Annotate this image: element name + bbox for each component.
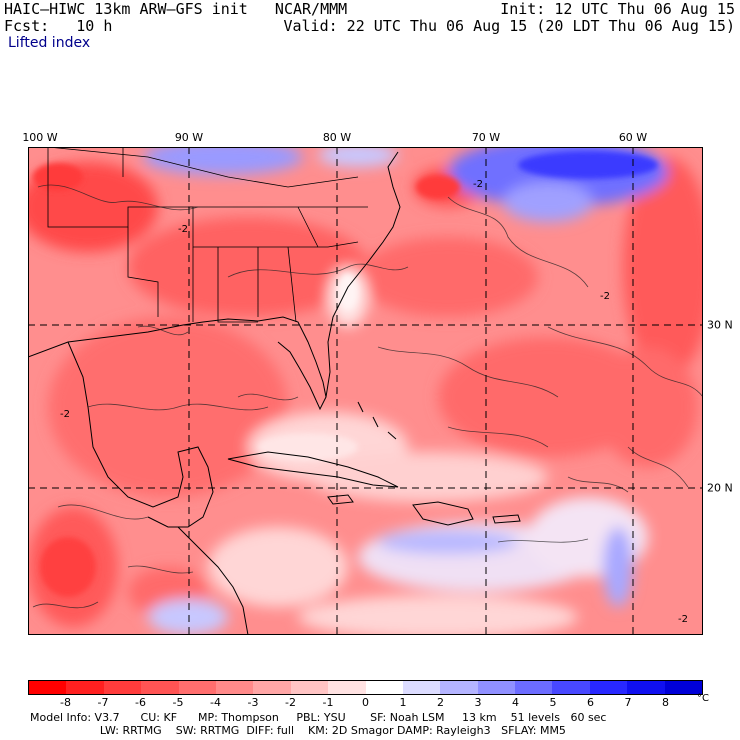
- contour-label: -2: [60, 409, 70, 420]
- colorbar-tick-label: 6: [587, 696, 594, 709]
- colorbar-unit: °C: [697, 693, 709, 704]
- colorbar-tick-label: 3: [474, 696, 482, 709]
- colorbar-tick-label: 8: [662, 696, 669, 709]
- colorbar-segment: [178, 681, 216, 694]
- colorbar-segment: [328, 681, 366, 694]
- contour-lines: [32, 184, 704, 609]
- lat-lon-grid: [28, 147, 703, 635]
- model-info-line1: Model Info: V3.7 CU: KF MP: Thompson PBL…: [30, 711, 607, 724]
- colorbar-segment: [664, 681, 703, 694]
- colorbar-tick-label: 4: [512, 696, 519, 709]
- lifted-index-map: -2 -2 -2 -2 -2: [18, 137, 713, 639]
- model-title: HAIC–HIWC 13km ARW–GFS init NCAR/MMM: [4, 0, 348, 18]
- colorbar: [28, 680, 703, 695]
- lon-label-60w: 60 W: [618, 131, 648, 144]
- colorbar-tick-label: -8: [60, 696, 71, 709]
- colorbar-tick-label: -5: [172, 696, 184, 709]
- lat-label-30n: 30 N: [707, 318, 733, 332]
- colorbar-tick-label: 2: [437, 696, 444, 709]
- map-border: [28, 147, 703, 635]
- lat-label-20n: 20 N: [707, 481, 733, 495]
- colorbar-tick-label: -2: [285, 696, 296, 709]
- colorbar-segment: [440, 681, 478, 694]
- map-detail-shading: [33, 151, 658, 597]
- forecast-hour: Fcst: 10 h: [4, 17, 113, 35]
- init-time: Init: 12 UTC Thu 06 Aug 15: [500, 0, 735, 18]
- colorbar-segment: [515, 681, 553, 694]
- contour-label: -2: [178, 224, 188, 235]
- colorbar-segment: [103, 681, 142, 694]
- coastlines: [27, 151, 521, 636]
- colorbar-tick-label: -3: [247, 696, 259, 709]
- colorbar-segment: [365, 681, 403, 694]
- lon-label-100w: 100 W: [22, 131, 58, 144]
- colorbar-tick-label: 5: [549, 696, 557, 709]
- state-borders: [47, 146, 368, 323]
- colorbar-segment: [141, 681, 179, 694]
- colorbar-segment: [66, 681, 104, 694]
- colorbar-segment: [215, 681, 254, 694]
- contour-label: -2: [600, 291, 610, 302]
- contour-label: -2: [473, 179, 483, 190]
- colorbar-tick-label: -4: [210, 696, 221, 709]
- colorbar-segment: [402, 681, 441, 694]
- colorbar-segment: [253, 681, 291, 694]
- colorbar-segment: [552, 681, 590, 694]
- lon-label-80w: 80 W: [322, 131, 352, 144]
- map-shading: [18, 137, 713, 639]
- colorbar-segment: [290, 681, 329, 694]
- colorbar-segment: [477, 681, 516, 694]
- colorbar-segment: [29, 681, 67, 694]
- colorbar-tick-label: 0: [362, 696, 369, 709]
- colorbar-tick-label: 1: [399, 696, 407, 709]
- colorbar-segment: [627, 681, 665, 694]
- valid-time: Valid: 22 UTC Thu 06 Aug 15 (20 LDT Thu …: [283, 17, 735, 35]
- colorbar-tick-label: -6: [135, 696, 146, 709]
- lon-label-70w: 70 W: [471, 131, 501, 144]
- colorbar-tick-label: -1: [322, 696, 334, 709]
- colorbar-tick-label: 7: [624, 696, 632, 709]
- contour-label: -2: [678, 614, 688, 625]
- model-info-line2: LW: RRTMG SW: RRTMG DIFF: full KM: 2D Sm…: [30, 724, 566, 737]
- lon-label-90w: 90 W: [174, 131, 204, 144]
- colorbar-tick-label: -7: [97, 696, 109, 709]
- field-name: Lifted index: [8, 35, 91, 51]
- colorbar-segment: [589, 681, 628, 694]
